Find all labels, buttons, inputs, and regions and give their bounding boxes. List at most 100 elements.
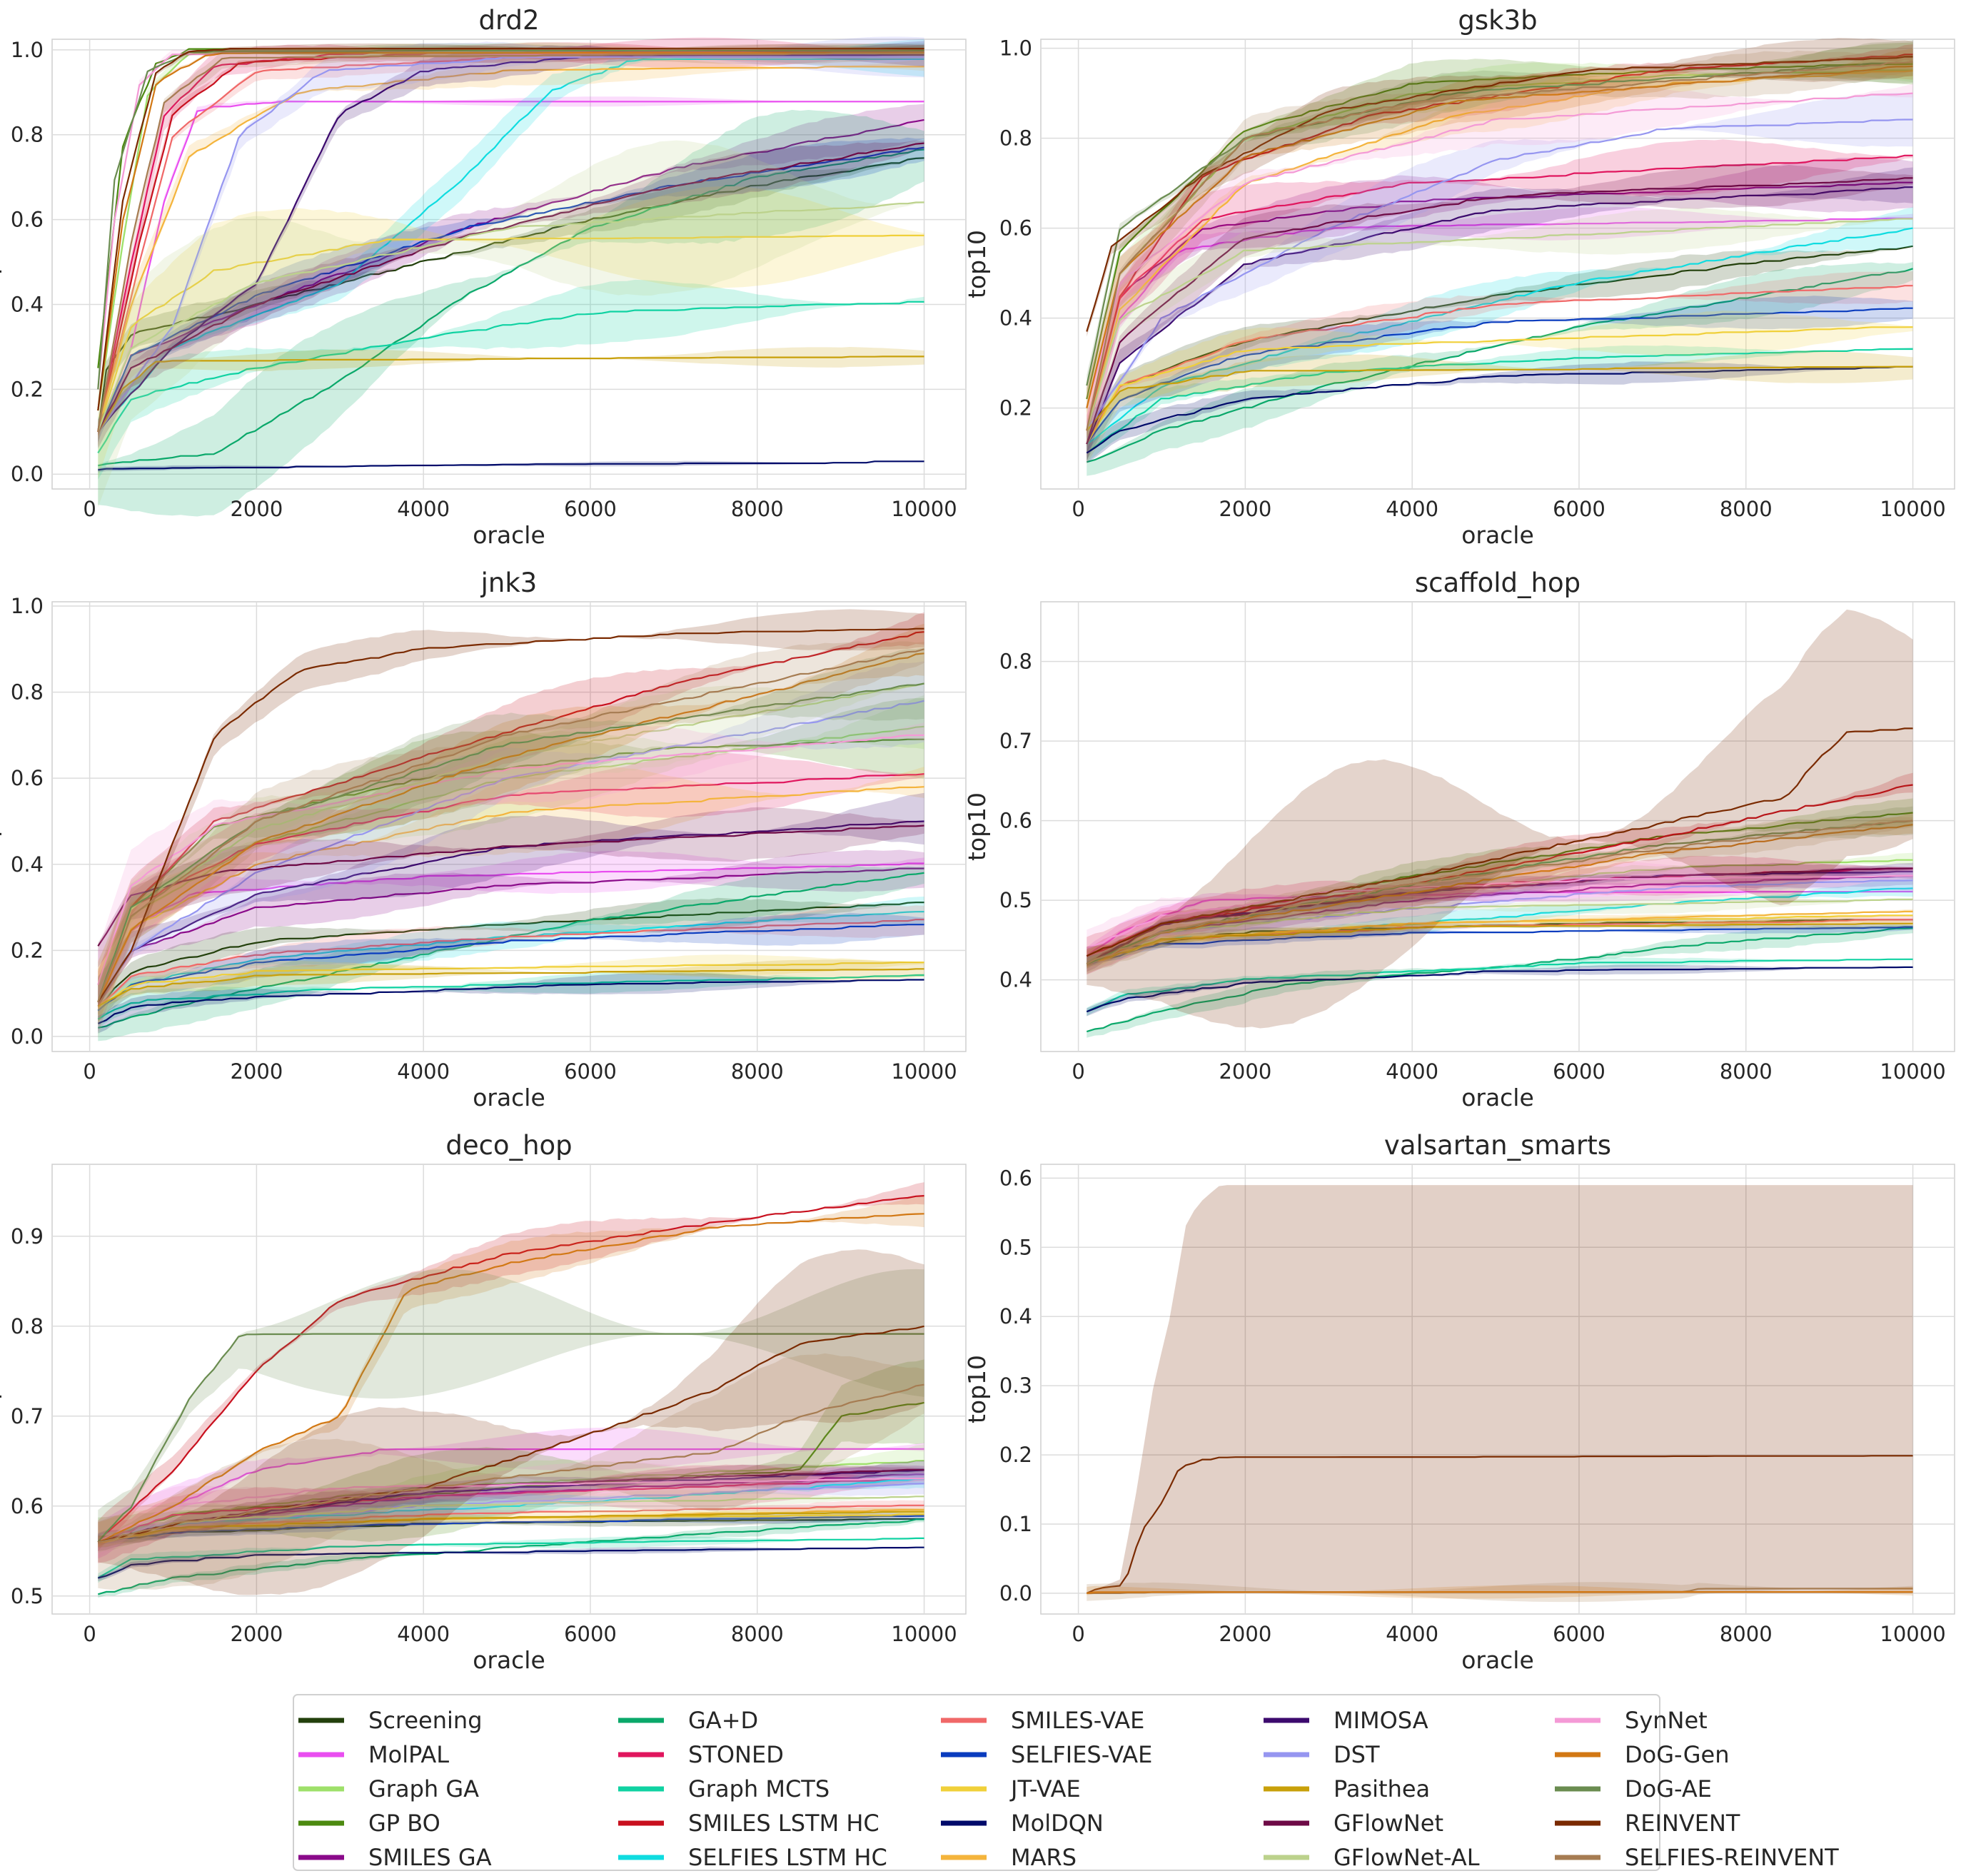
x-tick-label: 0 [1072,1059,1084,1084]
series-band-gp-bo [98,1359,924,1543]
legend: Screening MolPAL Graph GA GP BO SMILES GA GA+… [293,1694,1839,1871]
x-axis-label: oracle [473,521,545,549]
y-tick-label: 0.8 [999,126,1032,151]
series-band-dog-gen [1087,812,1913,967]
series-band-stoned [98,1464,924,1563]
series-band-gflownet [1087,163,1913,463]
series-line-dog-ae [1086,61,1913,386]
series-line-graph-mcts [1086,348,1913,454]
series-line-dog-gen [1087,1591,1913,1594]
chart-title: drd2 [478,5,539,36]
legend-item-moldqn: MolDQN [941,1810,1104,1837]
series-line-smiles-ga [97,118,924,433]
y-tick-label: 1.0 [11,594,44,618]
series-line-mimosa [1086,186,1913,445]
x-tick-label: 8000 [1720,1622,1773,1646]
y-tick-label: 0.4 [11,852,44,877]
series-band-selfies-reinvent [98,1353,924,1590]
legend-label: STONED [688,1741,784,1768]
series-band-selfies-reinvent [98,641,924,1024]
y-tick-label: 0.4 [999,968,1032,992]
series-line-selfies-vae [1087,926,1913,965]
plot-area [1040,601,1955,1052]
series-line-pasithea [97,355,924,433]
legend-label: Pasithea [1334,1775,1430,1802]
chart-panel-gsk3b: 0 2000 4000 6000 8000 10000 0.2 0.4 0.6 0.8 1.0 gsk… [963,5,1955,549]
legend-item-mimosa: MIMOSA [1264,1707,1428,1734]
x-tick-label: 4000 [1386,1059,1438,1084]
x-tick-label: 0 [1072,1622,1084,1646]
legend-label: Screening [368,1707,483,1734]
series-line-selfies-lstm-hc [1086,227,1913,445]
series-band-reinvent [1087,1185,1913,1593]
series-line-gflownet [1086,867,1913,965]
y-tick-label: 0.6 [11,1494,44,1518]
y-tick-label: 0.2 [11,938,44,962]
series-line-reinvent [1086,56,1913,332]
legend-item-smiles-vae: SMILES-VAE [941,1707,1144,1734]
x-tick-label: 4000 [397,497,450,521]
x-tick-label: 2000 [230,1059,283,1084]
series-band-selfies-reinvent [1087,816,1913,974]
series-band-selfies-vae [98,1512,924,1545]
series-line-dog-ae [97,1333,924,1543]
series-band-pasithea [1087,351,1913,437]
x-tick-label: 0 [1072,497,1084,521]
chart-panel-jnk3: 0 2000 4000 6000 8000 10000 0.0 0.2 0.4 0.6 0.8 1.0… [0,568,967,1111]
series-band-screening [98,1515,924,1548]
series-line-molpal [1086,217,1913,431]
series-line-dog-ae [97,49,924,390]
series-band-gflownet-al [1087,894,1913,974]
series-line-stoned [98,1478,924,1543]
legend-item-screening: Screening [298,1707,483,1734]
series-band-gflownet [98,807,924,968]
series-line-moldqn [97,979,924,1024]
x-axis-label: oracle [1461,521,1534,549]
series-line-smiles-ga [97,1473,924,1543]
series-band-gflownet [98,140,924,449]
x-tick-label: 8000 [731,1059,784,1084]
x-tick-label: 2000 [1219,1622,1271,1646]
series-band-selfies-lstm-hc [98,896,924,1012]
series-line-gflownet [1086,177,1913,445]
plot-area [51,39,967,490]
chart-panel-deco-hop: 0 2000 4000 6000 8000 10000 0.5 0.6 0.7 0.8 0.9 dec… [0,1130,967,1674]
y-tick-label: 0.6 [999,216,1032,241]
series-line-dog-gen [1086,65,1913,408]
x-tick-label: 10000 [891,497,957,521]
legend-item-dog-gen: DoG-Gen [1555,1741,1730,1768]
legend-item-ga-d: GA+D [618,1707,758,1734]
legend-item-gflownet-al: GFlowNet-AL [1264,1844,1480,1871]
legend-item-gp-bo: GP BO [298,1810,440,1837]
series-line-synnet [1086,92,1913,408]
series-line-dst [97,56,924,433]
series-band-graph-mcts [98,279,924,480]
series-line-reinvent [1086,1455,1913,1594]
y-tick-label: 0.2 [999,396,1032,420]
y-tick-label: 0.6 [11,208,44,232]
series-band-graph-ga [98,695,924,1014]
y-tick-label: 0.0 [11,1024,44,1049]
series-band-gp-bo [98,697,924,1002]
series-band-dst [98,1473,924,1543]
series-band-smiles-lstm-hc [98,1182,924,1552]
series-line-smiles-lstm-hc [97,1195,924,1543]
x-tick-label: 6000 [564,497,617,521]
legend-item-selfies-reinvent: SELFIES-REINVENT [1555,1844,1839,1871]
series-band-graph-mcts [1087,345,1913,463]
series-line-mars [97,786,924,1003]
series-line-dog-gen [1086,824,1913,965]
x-tick-label: 4000 [397,1622,450,1646]
series-line-gflownet [97,142,924,433]
series-band-mimosa [98,792,924,1006]
series-band-dst [1087,871,1913,964]
series-line-graph-mcts [97,974,924,1020]
x-tick-label: 2000 [1219,1059,1271,1084]
x-tick-label: 6000 [1553,1622,1605,1646]
series-band-smiles-vae [98,905,924,1008]
legend-item-reinvent: REINVENT [1555,1810,1740,1837]
series-line-mars [1086,70,1913,431]
series-band-mars [1087,909,1913,967]
series-line-moldqn [98,1546,924,1579]
